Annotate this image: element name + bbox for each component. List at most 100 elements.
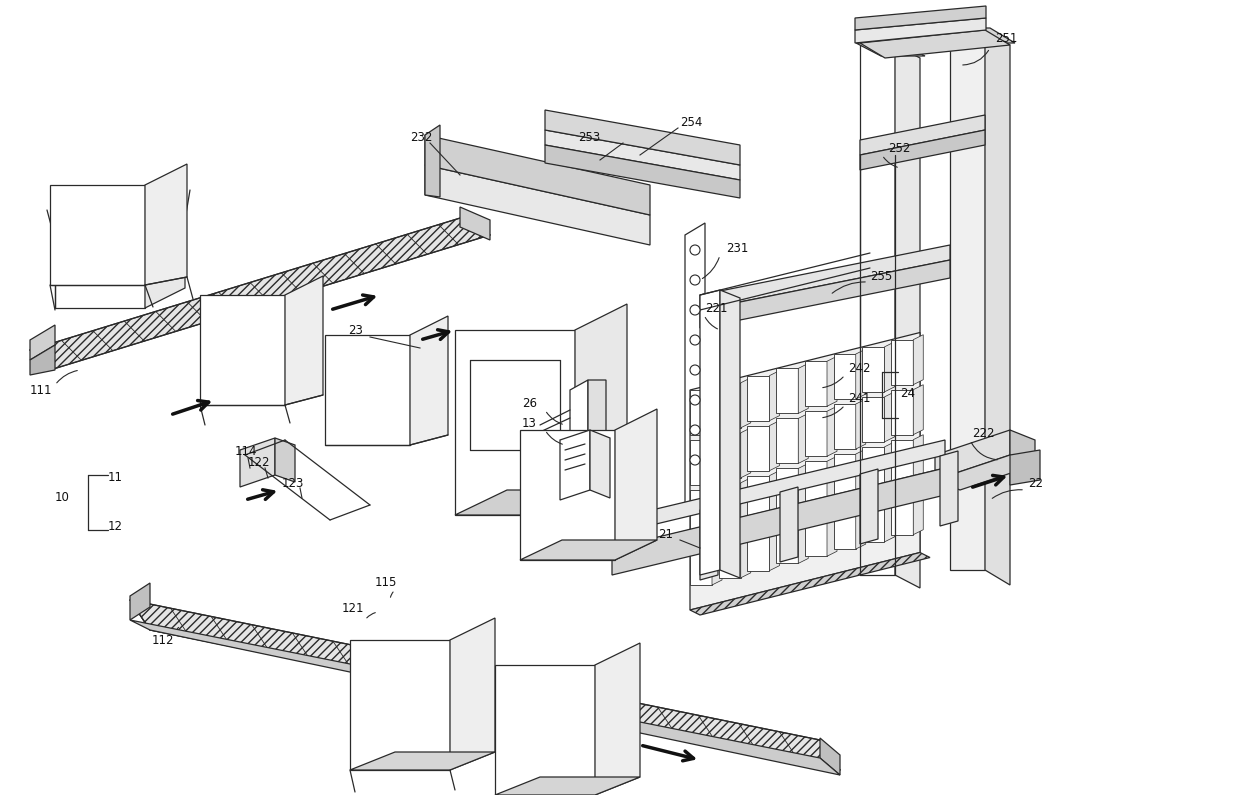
Circle shape <box>689 275 701 285</box>
Polygon shape <box>945 28 1016 43</box>
Polygon shape <box>588 380 606 490</box>
Text: 252: 252 <box>888 142 910 154</box>
Polygon shape <box>856 399 866 449</box>
Polygon shape <box>805 411 827 456</box>
Text: 22: 22 <box>1028 476 1043 490</box>
Polygon shape <box>805 361 827 406</box>
Polygon shape <box>689 540 712 585</box>
Polygon shape <box>748 425 770 471</box>
Polygon shape <box>595 643 640 795</box>
Polygon shape <box>684 223 706 515</box>
Polygon shape <box>689 390 712 435</box>
Polygon shape <box>325 335 410 445</box>
Polygon shape <box>913 385 924 435</box>
Polygon shape <box>520 430 615 560</box>
Polygon shape <box>740 428 750 478</box>
Polygon shape <box>425 165 650 245</box>
Polygon shape <box>833 454 856 499</box>
Polygon shape <box>712 535 722 585</box>
Polygon shape <box>799 413 808 463</box>
Polygon shape <box>740 478 750 528</box>
Polygon shape <box>719 432 740 478</box>
Polygon shape <box>913 335 924 385</box>
Polygon shape <box>460 207 490 240</box>
Text: 115: 115 <box>374 576 397 590</box>
Polygon shape <box>570 380 588 500</box>
Polygon shape <box>30 215 490 370</box>
Text: 26: 26 <box>522 397 537 409</box>
Polygon shape <box>856 349 866 399</box>
Polygon shape <box>712 485 722 535</box>
Text: 254: 254 <box>680 115 702 129</box>
Polygon shape <box>856 43 925 56</box>
Polygon shape <box>689 440 712 485</box>
Text: 231: 231 <box>725 242 749 254</box>
Polygon shape <box>892 390 913 435</box>
Polygon shape <box>863 347 884 392</box>
Polygon shape <box>615 409 657 560</box>
Polygon shape <box>50 185 145 285</box>
Polygon shape <box>613 468 945 575</box>
Polygon shape <box>200 295 285 405</box>
Polygon shape <box>833 404 856 449</box>
Polygon shape <box>410 316 448 445</box>
Text: 255: 255 <box>870 270 893 282</box>
Polygon shape <box>55 240 145 308</box>
Polygon shape <box>820 738 839 775</box>
Polygon shape <box>892 490 913 535</box>
Polygon shape <box>884 492 894 542</box>
Polygon shape <box>546 145 740 198</box>
Polygon shape <box>950 30 985 570</box>
Polygon shape <box>776 518 799 564</box>
Polygon shape <box>799 463 808 514</box>
Text: 13: 13 <box>522 417 537 429</box>
Polygon shape <box>590 430 610 498</box>
Polygon shape <box>770 370 780 421</box>
Polygon shape <box>1011 430 1035 465</box>
Polygon shape <box>799 514 808 564</box>
Circle shape <box>689 365 701 375</box>
Polygon shape <box>776 418 799 463</box>
Polygon shape <box>884 392 894 442</box>
Polygon shape <box>546 110 740 165</box>
Circle shape <box>689 455 701 465</box>
Polygon shape <box>520 540 657 560</box>
Polygon shape <box>833 354 856 399</box>
Text: 222: 222 <box>972 426 994 440</box>
Polygon shape <box>913 485 924 535</box>
Polygon shape <box>805 461 827 506</box>
Polygon shape <box>241 438 275 487</box>
Polygon shape <box>780 487 799 562</box>
Text: 253: 253 <box>578 130 600 144</box>
Polygon shape <box>863 447 884 492</box>
Polygon shape <box>805 511 827 556</box>
Polygon shape <box>770 421 780 471</box>
Text: 23: 23 <box>348 324 363 336</box>
Polygon shape <box>546 130 740 180</box>
Polygon shape <box>985 30 1011 585</box>
Polygon shape <box>856 18 986 43</box>
Text: 123: 123 <box>281 476 304 490</box>
Polygon shape <box>689 553 930 615</box>
Polygon shape <box>935 430 1011 480</box>
Text: 11: 11 <box>108 471 123 483</box>
Polygon shape <box>719 533 740 578</box>
Polygon shape <box>130 600 839 770</box>
Polygon shape <box>615 468 945 563</box>
Polygon shape <box>495 665 595 795</box>
Polygon shape <box>748 475 770 521</box>
Polygon shape <box>913 435 924 485</box>
Text: 242: 242 <box>848 362 870 374</box>
Polygon shape <box>610 440 945 535</box>
Text: 21: 21 <box>658 528 673 541</box>
Circle shape <box>689 335 701 345</box>
Polygon shape <box>145 220 185 308</box>
Polygon shape <box>856 449 866 499</box>
Polygon shape <box>776 368 799 413</box>
Text: 10: 10 <box>55 491 69 503</box>
Polygon shape <box>884 342 894 392</box>
Polygon shape <box>701 290 720 575</box>
Polygon shape <box>861 30 1011 58</box>
Circle shape <box>689 305 701 315</box>
Polygon shape <box>748 525 770 571</box>
